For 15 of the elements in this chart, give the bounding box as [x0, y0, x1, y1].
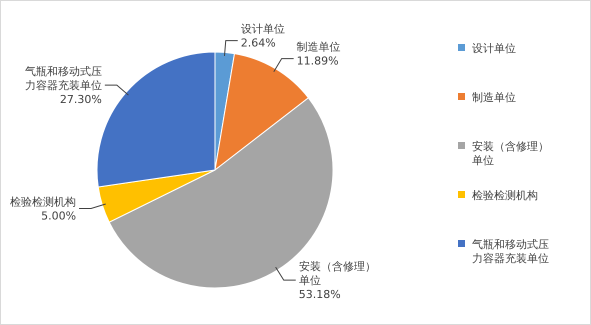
slice-label: 检验检测机构	[10, 196, 76, 209]
data-label: 11.89%	[296, 54, 339, 68]
legend-label: 制造单位	[472, 91, 516, 104]
legend-label: 检验检测机构	[472, 189, 538, 202]
data-label: 27.30%	[60, 93, 102, 106]
slice-label: 安装（含修理）单位	[298, 260, 376, 288]
slice-label: 气瓶和移动式压力容器充装单位	[24, 65, 102, 92]
slice-label: 制造单位	[296, 40, 341, 54]
legend-label: 安装（含修理）单位	[472, 140, 549, 167]
slice-label: 设计单位	[240, 22, 285, 36]
legend-label: 设计单位	[472, 42, 516, 55]
data-label: 2.64%	[240, 36, 276, 50]
data-label: 53.18%	[298, 288, 341, 302]
data-label: 5.00%	[41, 210, 76, 223]
legend-label: 气瓶和移动式压力容器充装单位	[472, 238, 549, 265]
